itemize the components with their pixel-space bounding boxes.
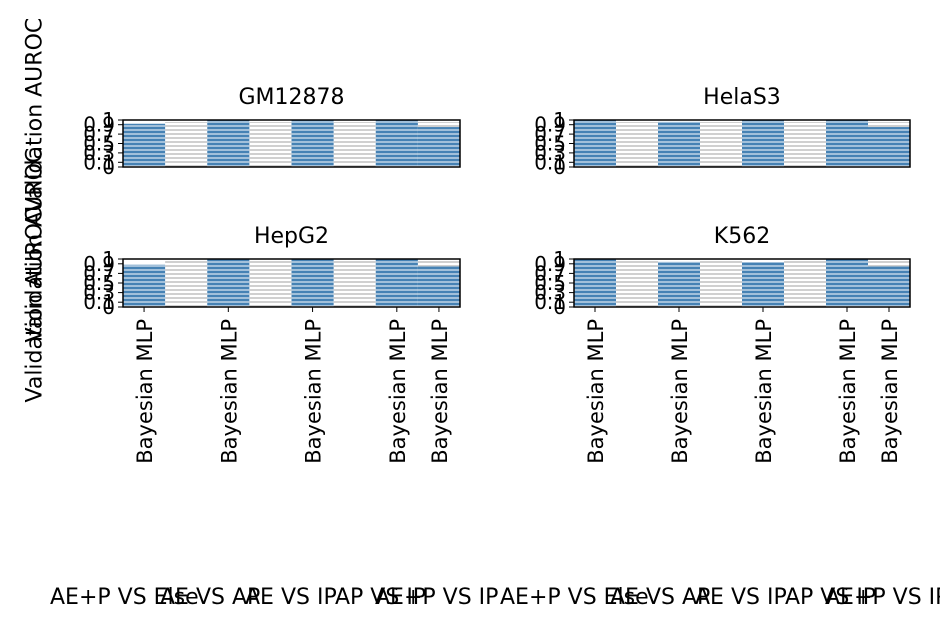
x-tick-label-2-2: Bayesian MLP [302,319,326,464]
y-tick-label-3-2: 0.3 [534,281,566,305]
x-tick-label-2-1: Bayesian MLP [217,319,241,464]
bar-1-4 [868,127,910,167]
bar-0-2 [291,120,334,167]
bar-2-4 [417,266,460,307]
bar-2-0 [123,264,166,307]
panel-title-3: K562 [714,224,770,249]
bar-2-2 [291,259,334,307]
y-tick-label-3-6: 1 [553,247,566,271]
y-tick-label-3-3: 0.5 [534,271,566,295]
bar-1-0 [574,120,616,167]
y-tick-label-1-4: 0.7 [534,122,566,146]
x-tick-label-3-3: Bayesian MLP [836,319,860,464]
panel-title-2: HepG2 [254,224,329,249]
filler-bar-0-1 [249,122,292,167]
x-tick-label-3-4: Bayesian MLP [878,319,902,464]
group-label-right-3: AP VS IP [785,585,876,610]
y-tick-label-2-6: 1 [102,247,115,271]
bar-3-1 [658,261,700,307]
bar-3-0 [574,259,616,307]
x-tick-label-2-3: Bayesian MLP [386,319,410,464]
x-tick-label-2-4: Bayesian MLP [428,319,452,464]
filler-bar-2-1 [249,261,292,307]
y-tick-label-2-4: 0.7 [83,261,115,285]
bar-3-2 [742,262,784,307]
y-tick-label-2-1: 0.1 [83,290,115,314]
y-tick-label-0-3: 0.5 [83,132,115,156]
filler-bar-3-0 [616,261,658,307]
filler-bar-1-1 [700,122,742,167]
bar-1-1 [658,121,700,167]
group-label-left-0: AE+P VS Else [50,585,199,610]
group-label-left-1: AE VS AP [160,585,260,610]
bar-0-1 [207,120,250,167]
y-tick-label-1-5: 0.9 [534,113,566,137]
bar-0-4 [417,127,460,167]
bar-2-1 [207,259,250,307]
panel-title-0: GM12878 [238,85,344,110]
group-label-right-4: AE+P VS IP [825,585,940,610]
panel-title-1: HelaS3 [703,85,781,110]
group-label-left-2: AE VS IP [245,585,337,610]
bar-1-3 [826,120,868,167]
x-tick-label-2-0: Bayesian MLP [133,319,157,464]
y-tick-label-3-1: 0.1 [534,290,566,314]
bar-0-3 [375,120,418,167]
group-label-right-1: AE VS AP [610,585,710,610]
y-tick-label-2-3: 0.5 [83,271,115,295]
group-label-left-4: AE+P VS IP [375,585,498,610]
filler-bar-2-2 [333,261,376,307]
group-label-left-3: AP VS IP [335,585,426,610]
y-tick-label-2-0: 0 [102,295,115,319]
y-tick-label-1-3: 0.5 [534,132,566,156]
y-tick-label-1-1: 0.1 [534,150,566,174]
filler-bar-1-0 [616,122,658,167]
filler-bar-3-2 [784,261,826,307]
filler-bar-0-0 [165,122,208,167]
group-label-right-2: AE VS IP [695,585,787,610]
y-tick-label-0-2: 0.3 [83,141,115,165]
filler-bar-0-2 [333,122,376,167]
filler-bar-3-1 [700,261,742,307]
y-tick-label-3-4: 0.7 [534,261,566,285]
bar-0-0 [123,123,166,167]
y-tick-label-2-2: 0.3 [83,281,115,305]
y-tick-label-0-0: 0 [102,155,115,179]
y-tick-label-1-0: 0 [553,155,566,179]
y-tick-label-3-5: 0.9 [534,252,566,276]
x-tick-label-3-1: Bayesian MLP [668,319,692,464]
x-tick-label-3-2: Bayesian MLP [752,319,776,464]
y-tick-label-0-4: 0.7 [83,122,115,146]
y-tick-label-0-1: 0.1 [83,150,115,174]
bar-1-2 [742,120,784,167]
bar-3-4 [868,266,910,307]
group-label-right-0: AE+P VS Else [500,585,649,610]
bar-2-3 [375,259,418,307]
filler-bar-2-0 [165,261,208,307]
bar-3-3 [826,259,868,307]
y-tick-label-3-0: 0 [553,295,566,319]
y-tick-label-2-5: 0.9 [83,252,115,276]
x-tick-label-3-0: Bayesian MLP [584,319,608,464]
y-tick-label-1-2: 0.3 [534,141,566,165]
y-tick-label-0-6: 1 [102,108,115,132]
y-tick-label-0-5: 0.9 [83,113,115,137]
y-tick-label-1-6: 1 [553,108,566,132]
filler-bar-1-2 [784,122,826,167]
